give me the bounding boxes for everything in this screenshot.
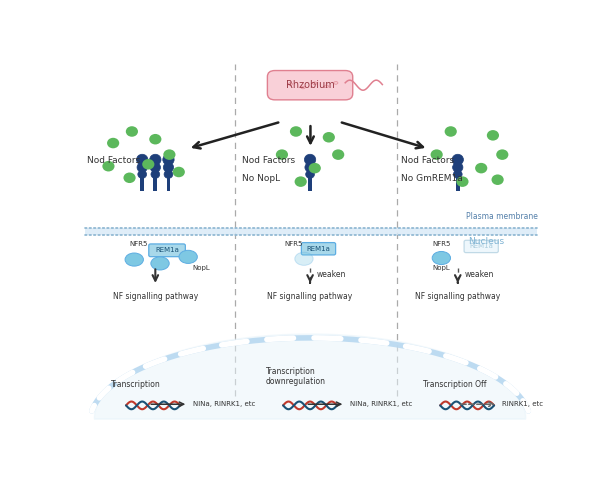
Ellipse shape: [456, 176, 468, 187]
Ellipse shape: [107, 138, 119, 148]
Text: Transcription
downregulation: Transcription downregulation: [266, 367, 325, 386]
Text: Transcription Off: Transcription Off: [422, 380, 486, 389]
Ellipse shape: [163, 162, 174, 172]
Ellipse shape: [295, 176, 307, 187]
Ellipse shape: [163, 149, 175, 160]
Ellipse shape: [332, 149, 344, 160]
Ellipse shape: [290, 126, 302, 137]
Text: weaken: weaken: [317, 270, 347, 279]
Bar: [456, 174, 460, 191]
Bar: [154, 174, 157, 191]
Text: REM1a: REM1a: [469, 243, 493, 249]
Ellipse shape: [138, 170, 146, 178]
Ellipse shape: [164, 170, 173, 178]
Ellipse shape: [288, 83, 292, 85]
Ellipse shape: [137, 154, 148, 165]
Ellipse shape: [475, 163, 487, 173]
Ellipse shape: [313, 82, 317, 85]
Text: NINa, RINRK1, etc: NINa, RINRK1, etc: [193, 401, 255, 407]
Ellipse shape: [295, 252, 313, 266]
Text: NINa, RINRK1, etc: NINa, RINRK1, etc: [350, 401, 412, 407]
Ellipse shape: [142, 159, 154, 169]
Ellipse shape: [149, 154, 161, 165]
Text: Nod Factors: Nod Factors: [401, 156, 454, 165]
Text: weaken: weaken: [465, 270, 494, 279]
Text: REM1a: REM1a: [155, 247, 179, 254]
Text: Plasma membrane: Plasma membrane: [466, 212, 537, 221]
Ellipse shape: [445, 126, 457, 137]
Text: NFR5: NFR5: [129, 241, 148, 247]
Bar: [140, 174, 144, 191]
Ellipse shape: [334, 82, 338, 84]
Ellipse shape: [125, 253, 143, 266]
Ellipse shape: [431, 149, 443, 160]
Ellipse shape: [432, 252, 451, 265]
Text: Nod Factors: Nod Factors: [87, 156, 140, 165]
Text: NopL: NopL: [193, 265, 211, 271]
Ellipse shape: [453, 162, 463, 172]
Ellipse shape: [487, 130, 499, 141]
Text: NF signalling pathway: NF signalling pathway: [113, 292, 198, 301]
Text: NFR5: NFR5: [432, 241, 450, 247]
Text: No GmREM1a: No GmREM1a: [401, 174, 463, 183]
Text: Nod Factors: Nod Factors: [242, 156, 295, 165]
Text: NopL: NopL: [433, 265, 450, 271]
FancyBboxPatch shape: [301, 242, 336, 255]
Ellipse shape: [453, 170, 462, 178]
Ellipse shape: [137, 162, 148, 172]
Ellipse shape: [496, 149, 508, 160]
FancyBboxPatch shape: [267, 71, 353, 100]
Ellipse shape: [123, 172, 136, 183]
Text: NF signalling pathway: NF signalling pathway: [267, 292, 353, 301]
Ellipse shape: [301, 86, 305, 89]
Ellipse shape: [309, 163, 321, 173]
Text: Rhzobium: Rhzobium: [286, 80, 335, 90]
Ellipse shape: [126, 126, 138, 137]
FancyBboxPatch shape: [149, 244, 185, 257]
Text: NF signalling pathway: NF signalling pathway: [415, 292, 500, 301]
Bar: [166, 174, 171, 191]
Ellipse shape: [179, 250, 197, 264]
Ellipse shape: [151, 170, 160, 178]
Ellipse shape: [150, 162, 160, 172]
Ellipse shape: [151, 257, 169, 270]
Ellipse shape: [102, 161, 114, 171]
Ellipse shape: [163, 154, 174, 165]
Polygon shape: [94, 334, 526, 419]
FancyBboxPatch shape: [464, 240, 499, 253]
Bar: [308, 174, 312, 191]
Text: Nucleus: Nucleus: [468, 236, 505, 245]
Ellipse shape: [304, 154, 316, 165]
Bar: [85, 228, 537, 235]
Ellipse shape: [324, 85, 329, 88]
Text: Transcription: Transcription: [111, 380, 160, 389]
Ellipse shape: [149, 134, 162, 144]
Text: No NopL: No NopL: [242, 174, 280, 183]
Ellipse shape: [491, 174, 504, 185]
Ellipse shape: [322, 132, 335, 143]
Ellipse shape: [276, 149, 288, 160]
Text: NFR5: NFR5: [284, 241, 302, 247]
Ellipse shape: [172, 167, 185, 177]
Ellipse shape: [305, 162, 315, 172]
Text: REM1a: REM1a: [307, 246, 330, 252]
Text: RINRK1, etc: RINRK1, etc: [502, 401, 543, 407]
Ellipse shape: [452, 154, 463, 165]
Ellipse shape: [306, 170, 315, 178]
